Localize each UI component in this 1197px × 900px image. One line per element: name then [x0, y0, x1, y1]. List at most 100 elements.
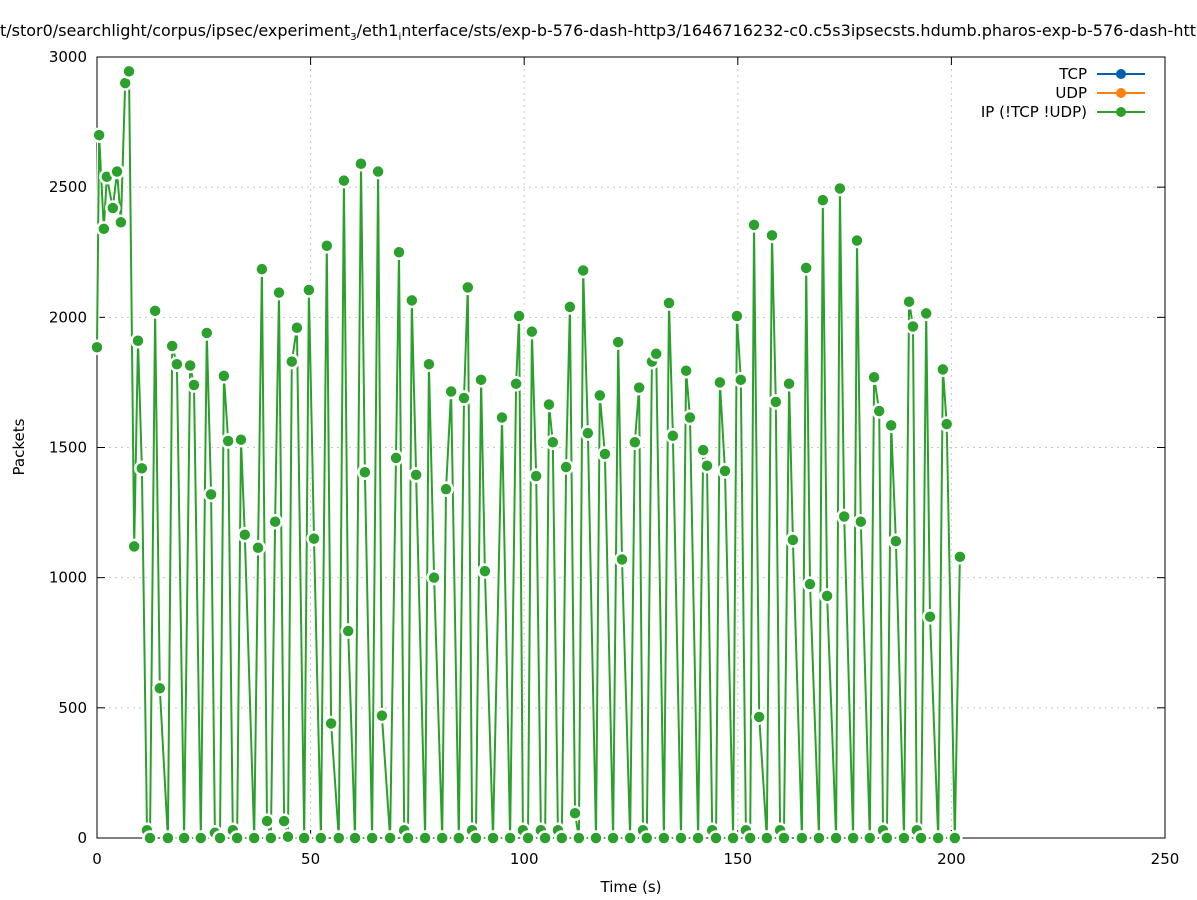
data-point: [952, 549, 968, 565]
data-point: [176, 830, 192, 846]
data-point: [233, 431, 249, 448]
data-point: [853, 513, 869, 530]
data-point: [160, 830, 176, 846]
data-point: [639, 830, 655, 846]
data-point: [323, 715, 339, 732]
data-point: [391, 244, 407, 260]
axis-ticks: 0 500 1000 1500 2000 2500 3000 0 50 100 150 200 250: [49, 48, 1180, 868]
data-point: [571, 830, 587, 846]
data-point: [508, 375, 524, 392]
data-point: [193, 830, 209, 846]
data-point: [169, 356, 185, 372]
legend-label: UDP: [1055, 84, 1087, 102]
legend-marker: [1116, 69, 1126, 79]
data-point: [451, 830, 467, 846]
data-point: [866, 369, 882, 385]
data-point: [558, 459, 574, 475]
data-point: [776, 830, 792, 846]
data-point: [888, 533, 904, 549]
data-point: [289, 319, 305, 336]
data-point: [306, 530, 322, 547]
data-point: [537, 830, 553, 846]
data-point: [460, 279, 476, 296]
data-point: [121, 63, 137, 80]
data-point: [785, 532, 801, 548]
data-point: [938, 416, 955, 432]
x-tick-label: 200: [937, 850, 966, 868]
data-point: [802, 576, 818, 592]
data-point: [896, 830, 912, 846]
x-tick-label: 250: [1151, 850, 1180, 868]
data-point: [267, 513, 283, 530]
data-point: [113, 214, 129, 231]
data-point: [182, 357, 198, 374]
data-point: [301, 282, 317, 298]
legend-marker: [1116, 107, 1126, 117]
data-point: [456, 390, 472, 406]
data-point: [271, 284, 287, 301]
data-point: [930, 830, 946, 846]
data-point: [105, 200, 121, 216]
data-point: [263, 830, 279, 846]
y-tick-label: 500: [58, 699, 87, 717]
data-point: [134, 460, 150, 477]
data-point: [434, 830, 450, 846]
data-point: [280, 828, 296, 845]
data-point: [216, 368, 232, 384]
data-point: [913, 830, 929, 846]
data-point: [511, 308, 527, 324]
data-point: [717, 463, 733, 479]
data-point: [905, 318, 921, 335]
y-tick-label: 2000: [49, 308, 87, 326]
data-point: [768, 394, 784, 410]
data-point: [545, 434, 561, 451]
data-point: [781, 375, 797, 392]
data-point: [417, 830, 433, 846]
data-point: [690, 830, 706, 846]
data-point: [426, 569, 442, 586]
data-point: [588, 830, 604, 846]
data-point: [828, 830, 844, 846]
data-point: [164, 338, 180, 354]
data-point: [922, 608, 938, 625]
data-point: [836, 508, 852, 525]
data-point: [627, 434, 643, 451]
data-point: [883, 417, 899, 434]
data-point: [648, 346, 664, 362]
data-point: [259, 813, 275, 829]
data-point: [614, 551, 630, 568]
data-point: [751, 709, 767, 725]
data-point: [524, 323, 540, 340]
data-point: [388, 450, 404, 466]
data-point: [845, 830, 861, 846]
data-point: [605, 830, 621, 846]
y-axis-label: Packets: [10, 418, 28, 475]
data-point: [494, 409, 510, 426]
data-point: [733, 372, 749, 388]
data-point: [347, 830, 363, 846]
data-point: [246, 830, 262, 846]
data-point: [746, 217, 762, 233]
data-point: [947, 830, 963, 846]
x-tick-label: 150: [723, 850, 752, 868]
data-point: [656, 830, 672, 846]
data-point: [575, 262, 591, 279]
data-point: [229, 830, 245, 846]
data-point: [597, 446, 613, 462]
data-point: [832, 180, 848, 197]
data-point: [438, 481, 454, 497]
data-point: [764, 227, 780, 244]
data-point: [353, 155, 369, 172]
data-point: [254, 261, 270, 277]
data-point: [622, 830, 638, 846]
data-point: [699, 457, 715, 474]
data-point: [708, 830, 724, 846]
data-point: [370, 163, 386, 180]
data-point: [109, 163, 125, 180]
data-point: [759, 830, 775, 846]
data-point: [520, 830, 536, 846]
data-point: [610, 334, 626, 350]
x-tick-label: 50: [301, 850, 320, 868]
